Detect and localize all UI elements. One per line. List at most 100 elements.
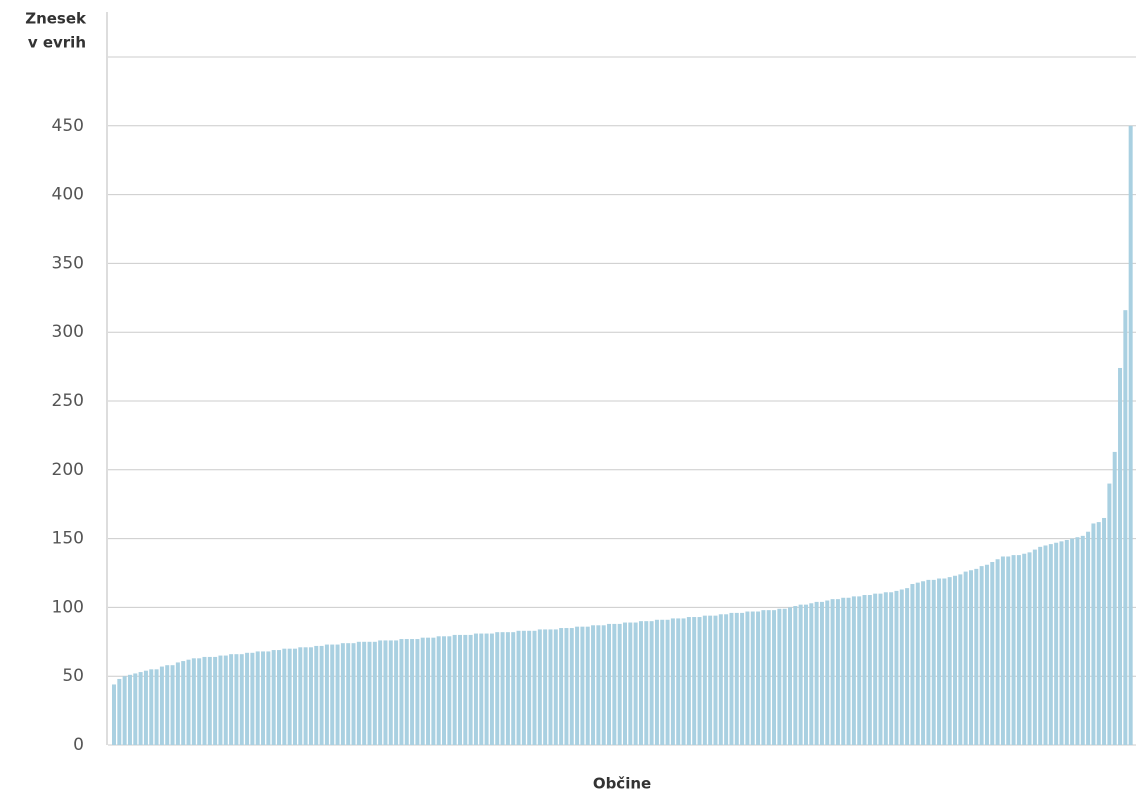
bar [463,634,468,745]
bar [750,611,755,745]
y-tick-label: 200 [52,460,84,480]
bar [729,612,734,745]
bar [585,626,590,745]
bar [346,643,351,745]
bar [1091,523,1096,745]
bar [580,626,585,745]
bar [894,590,899,745]
bar [362,641,367,745]
bar [1075,537,1080,745]
bar [905,588,910,745]
bar [181,661,186,745]
bar [1059,541,1064,745]
bar [191,658,196,745]
y-tick-label: 250 [52,391,84,411]
bar [623,622,627,745]
y-axis-label: Znesek [25,10,87,28]
bar [1080,535,1085,745]
bar [713,615,718,745]
y-tick-label: 350 [52,253,84,273]
bar [644,621,649,745]
bar [197,658,202,745]
bar [953,575,958,745]
bar [740,612,745,745]
bar [138,672,143,745]
bar [1011,555,1016,745]
bar [271,650,276,745]
bar [372,641,377,745]
bar [186,659,191,745]
bar [569,628,574,745]
bar [521,630,526,745]
bar [245,652,250,745]
bar [154,669,159,745]
bar [921,581,926,745]
bar [846,597,851,745]
bar [915,582,920,745]
bar [819,601,824,745]
bar [1107,483,1112,745]
bar [963,571,968,745]
bar [218,655,223,745]
bar [340,643,345,745]
bar [170,665,175,745]
bar [654,619,659,745]
bar [724,614,729,745]
bar [511,632,516,745]
bar [404,639,409,745]
bar [633,622,638,745]
bar [899,589,904,745]
bar [537,629,542,745]
bar [426,637,431,745]
bar [436,636,441,745]
bar [686,617,691,745]
bar [559,628,564,745]
bar [356,641,361,745]
bar [910,584,915,745]
y-axis-label: v evrih [28,34,86,52]
bar [484,633,489,745]
bar [665,619,670,745]
bar [878,593,883,745]
bar [660,619,665,745]
bar [298,647,303,745]
bar [324,644,329,745]
bar [564,628,569,745]
bar [452,634,457,745]
bar [596,625,601,745]
bar [718,614,723,745]
bar [1006,556,1011,745]
bar [330,644,335,745]
bar [229,654,234,745]
bar [1070,538,1075,745]
bar [543,629,548,745]
bar [1123,310,1128,745]
bar [670,618,675,745]
bar [681,618,686,745]
bar [612,623,617,745]
bar [548,629,553,745]
bar [431,637,436,745]
bar [250,652,255,745]
bar [234,654,239,745]
bar [591,625,596,745]
bar [772,610,777,745]
bar [1032,549,1037,745]
bar [990,561,995,745]
bar [489,633,494,745]
bar [1128,125,1133,746]
bar [213,656,218,745]
bar [415,639,420,745]
bar [942,578,947,745]
bar [335,644,340,745]
bar [766,610,771,745]
bar [143,670,148,745]
bar [532,630,537,745]
bar [527,630,532,745]
bar [857,596,862,745]
bar [1027,552,1032,745]
bar [638,621,643,745]
bar [202,656,207,745]
bar [873,593,878,745]
bar [697,617,702,745]
